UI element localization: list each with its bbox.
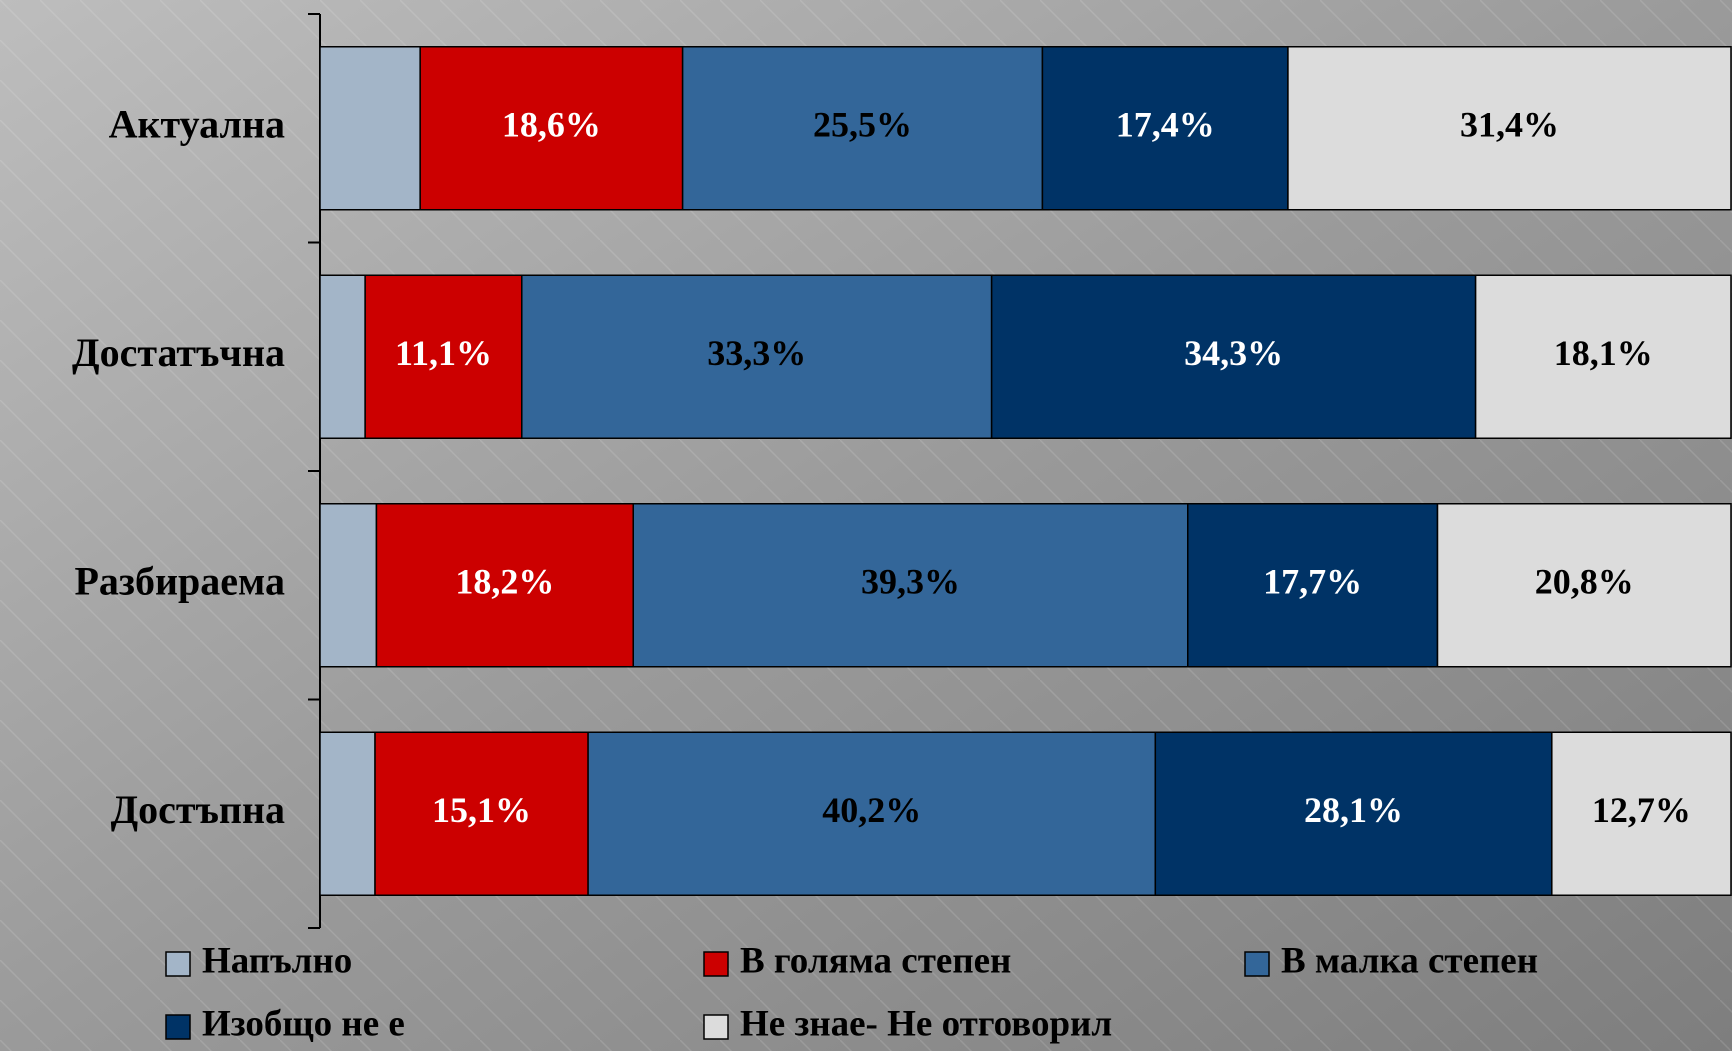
data-label: 17,4% xyxy=(1116,105,1215,145)
data-label: 28,1% xyxy=(1304,790,1403,830)
bar-segment xyxy=(319,46,421,211)
legend-swatch xyxy=(703,1014,729,1040)
data-label: 39,3% xyxy=(861,562,960,602)
bar-segment xyxy=(364,274,523,439)
data-label: 18,1% xyxy=(1554,333,1653,373)
bar-segment xyxy=(1187,503,1439,668)
legend-swatch xyxy=(165,1014,191,1040)
bar-segment xyxy=(681,46,1044,211)
legend-label: Напълно xyxy=(202,940,352,981)
data-label: 40,2% xyxy=(822,790,921,830)
bar-segment xyxy=(1551,731,1732,896)
legend-swatch xyxy=(1244,951,1270,977)
data-label: 15,1% xyxy=(432,790,531,830)
data-label: 34,3% xyxy=(1184,333,1283,373)
data-label: 11,1% xyxy=(395,333,492,373)
bar-segment xyxy=(1436,503,1732,668)
bar-segment xyxy=(990,274,1477,439)
bar-segment xyxy=(375,503,634,668)
data-label: 18,6% xyxy=(502,105,601,145)
legend-label: В голяма степен xyxy=(740,940,1011,981)
y-tick-label: Достатъчна xyxy=(72,330,285,375)
bar-segment xyxy=(1287,46,1732,211)
bar-segment xyxy=(319,503,378,668)
bar-segment xyxy=(521,274,993,439)
data-label: 31,4% xyxy=(1460,105,1559,145)
data-label: 25,5% xyxy=(813,105,912,145)
data-label: 18,2% xyxy=(455,562,554,602)
bar-segment xyxy=(1154,731,1553,896)
legend-label: Изобщо не е xyxy=(202,1003,405,1044)
data-label: 20,8% xyxy=(1535,562,1634,602)
bar-segment xyxy=(374,731,589,896)
y-tick-label: Актуална xyxy=(109,101,285,146)
legend-swatch xyxy=(165,951,191,977)
bar-segment xyxy=(319,274,366,439)
bar-segment xyxy=(419,46,684,211)
bar-segment xyxy=(587,731,1157,896)
bar-segment xyxy=(319,731,376,896)
data-label: 33,3% xyxy=(707,333,806,373)
y-tick-label: Достъпна xyxy=(111,787,285,832)
legend-swatch xyxy=(703,951,729,977)
bar-segment xyxy=(1474,274,1732,439)
legend-label: Не знае- Не отговорил xyxy=(740,1003,1112,1044)
legend-label: В малка степен xyxy=(1281,940,1538,981)
y-tick-label: Разбираема xyxy=(74,558,285,603)
bar-segment xyxy=(1041,46,1289,211)
bar-segment xyxy=(632,503,1189,668)
data-label: 17,7% xyxy=(1263,562,1362,602)
data-label: 12,7% xyxy=(1592,790,1691,830)
